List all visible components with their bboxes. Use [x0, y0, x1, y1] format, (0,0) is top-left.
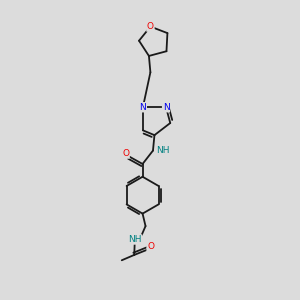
Text: O: O	[147, 22, 154, 31]
Text: N: N	[140, 103, 146, 112]
Text: NH: NH	[157, 146, 170, 155]
Text: O: O	[147, 242, 154, 251]
Text: NH: NH	[128, 235, 142, 244]
Text: N: N	[163, 103, 170, 112]
Text: O: O	[122, 149, 129, 158]
